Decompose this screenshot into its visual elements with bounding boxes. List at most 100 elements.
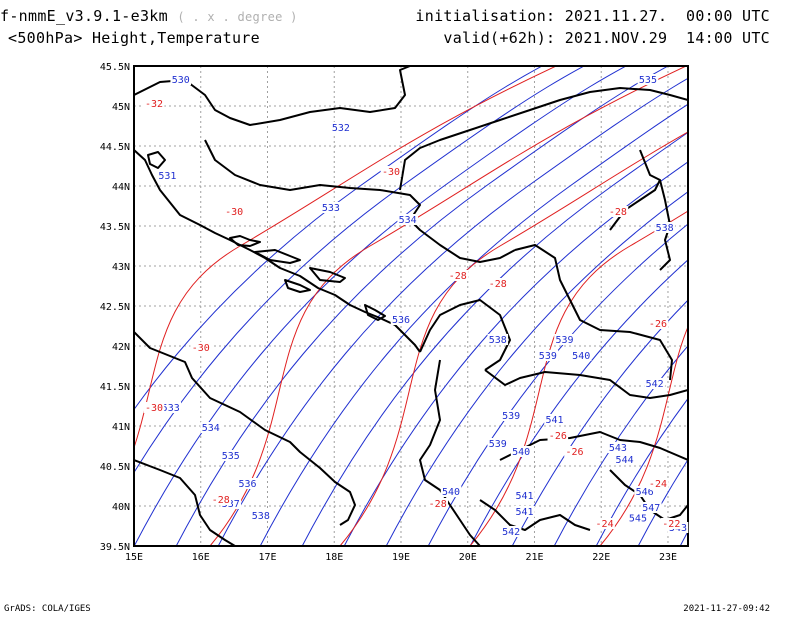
- height-contour-line: [511, 299, 688, 546]
- temperature-contour-label: -26: [565, 447, 583, 458]
- height-contour-label: 536: [238, 479, 256, 490]
- temperature-contour-label-bg: [380, 166, 402, 177]
- field-title: <500hPa> Height,Temperature: [8, 29, 260, 47]
- height-contour-label: 542: [502, 527, 520, 538]
- height-contour-line: [134, 66, 586, 474]
- height-contour-label: 534: [399, 215, 417, 226]
- height-contour-label-bg: [200, 422, 222, 433]
- lat-tick-label: 41.5N: [100, 382, 130, 393]
- temperature-contour-line: [209, 66, 688, 546]
- height-contour-label-bg: [544, 414, 565, 425]
- height-contour-line: [217, 77, 688, 546]
- footer-timestamp: 2021-11-27-09:42: [683, 604, 770, 614]
- model-units: ( . x . degree ): [177, 10, 298, 24]
- temperature-contour-line: [469, 210, 688, 546]
- height-contour-label-bg: [500, 410, 522, 421]
- temperature-contour-label-bg: [547, 430, 569, 441]
- height-contour-label-bg: [487, 334, 509, 345]
- height-contour-line: [134, 66, 628, 546]
- height-contour-label-bg: [170, 74, 192, 85]
- coastlines-and-borders: [134, 66, 688, 546]
- height-contour-label: 540: [442, 487, 460, 498]
- height-contour-label-bg: [640, 502, 662, 513]
- temperature-contour-line: [339, 131, 688, 546]
- height-contour-label: 541: [515, 507, 533, 518]
- temperature-contour-label: -30: [145, 403, 163, 414]
- height-contour-label-bg: [397, 214, 418, 225]
- valid-label: valid(+62h):: [443, 29, 556, 47]
- temperature-contour-label-bg: [210, 494, 232, 505]
- temperature-contour-label: -28: [212, 495, 230, 506]
- height-contour-label: 540: [512, 447, 530, 458]
- temperature-contour-label-bg: [647, 318, 669, 329]
- height-contour-label: 547: [642, 503, 660, 514]
- height-contour-line: [301, 131, 688, 546]
- height-contour-label: 543: [609, 443, 627, 454]
- temperature-contour-label: -30: [382, 167, 400, 178]
- lat-tick-label: 42.5N: [100, 302, 130, 313]
- height-contour-label-bg: [390, 314, 412, 325]
- height-contour-label-bg: [537, 350, 559, 361]
- height-contour-label-bg: [614, 454, 635, 465]
- temperature-contour-label: -28: [609, 207, 627, 218]
- lat-tick-label: 39.5N: [100, 542, 130, 553]
- lat-tick-label: 44N: [112, 182, 130, 193]
- temperature-contour-label: -32: [145, 99, 163, 110]
- init-value: 2021.11.27. 00:00 UTC: [564, 7, 770, 25]
- height-contour-label-bg: [160, 402, 182, 413]
- temperature-contour-label-bg: [223, 206, 245, 217]
- height-contour-label: 534: [202, 423, 220, 434]
- valid-time: valid(+62h): 2021.NOV.29 14:00 UTC: [443, 29, 770, 47]
- height-contour-label-bg: [250, 510, 272, 521]
- height-contour-label: 539: [555, 335, 573, 346]
- temperature-contour-label-bg: [607, 206, 629, 217]
- height-contour-label-bg: [440, 486, 462, 497]
- height-contour-line: [679, 530, 688, 546]
- temperature-contour-label: -28: [489, 279, 507, 290]
- map-frame: [133, 65, 689, 547]
- height-contour-label: 539: [502, 411, 520, 422]
- height-contour-label: 546: [636, 487, 654, 498]
- lon-tick-label: 21E: [525, 552, 543, 563]
- height-contour-label-bg: [157, 170, 178, 181]
- height-contour-line: [175, 66, 670, 546]
- temperature-contour-line: [599, 325, 688, 546]
- height-contour-line: [343, 161, 688, 546]
- height-contour-line: [259, 103, 688, 546]
- temperature-contour-label-bg: [143, 98, 165, 109]
- lat-tick-label: 43N: [112, 262, 130, 273]
- temperature-contour-line: [134, 66, 558, 450]
- height-contour-label: 532: [332, 123, 350, 134]
- height-contour-line: [469, 259, 688, 546]
- height-contour-label: 535: [639, 75, 657, 86]
- temperature-contour-label: -26: [549, 431, 567, 442]
- height-contour-label: 530: [172, 75, 190, 86]
- height-contour-label: 542: [646, 379, 664, 390]
- model-name: f-nmmE_v3.9.1-e3km: [0, 7, 168, 25]
- model-title: f-nmmE_v3.9.1-e3km ( . x . degree ): [0, 7, 298, 26]
- height-contour-label-bg: [634, 486, 655, 497]
- height-contour-label: 539: [539, 351, 557, 362]
- height-contour-label-bg: [654, 222, 675, 233]
- lat-tick-label: 41N: [112, 422, 130, 433]
- temperature-contour-label: -30: [192, 343, 210, 354]
- lat-tick-label: 43.5N: [100, 222, 130, 233]
- height-contour-label-bg: [644, 378, 665, 389]
- height-contour-label-bg: [514, 490, 535, 501]
- temperature-contour-label-bg: [190, 342, 212, 353]
- height-contour-label: 539: [489, 439, 507, 450]
- height-contour-line: [595, 397, 688, 546]
- height-contour-line: [385, 191, 688, 546]
- temperature-contour-label: -26: [649, 319, 667, 330]
- height-contour-label-bg: [220, 450, 242, 461]
- init-time: initialisation: 2021.11.27. 00:00 UTC: [415, 7, 770, 25]
- height-contour-line: [427, 223, 688, 546]
- temperature-contour-label-bg: [647, 478, 669, 489]
- lon-tick-label: 19E: [392, 552, 410, 563]
- lat-tick-label: 40N: [112, 502, 130, 513]
- height-contour-label-bg: [487, 438, 509, 449]
- lat-tick-label: 44.5N: [100, 142, 130, 153]
- temperature-contour-label: -24: [649, 479, 667, 490]
- contour-labels: 530 531 532 533 534 535 538 536 538 539 539 540 542 5…: [143, 74, 689, 538]
